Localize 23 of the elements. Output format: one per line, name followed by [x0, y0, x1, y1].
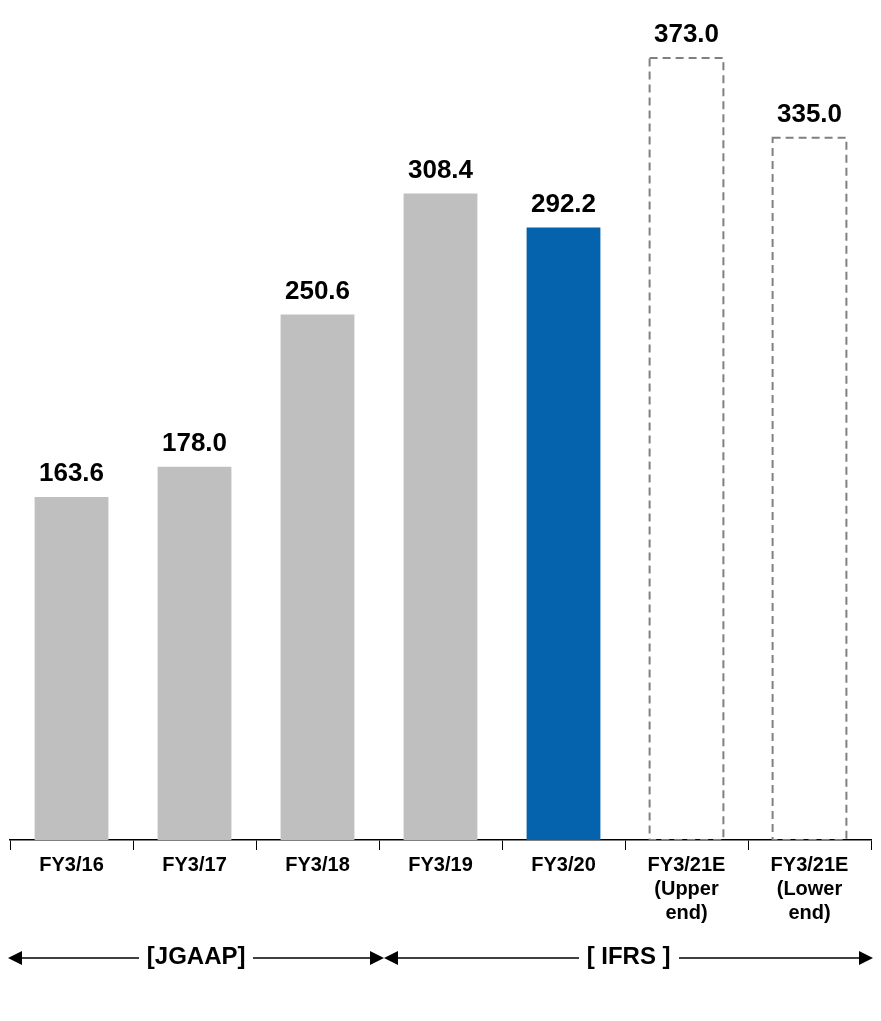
bar: [34, 497, 109, 840]
bar: [403, 193, 478, 840]
data-label: 163.6: [38, 457, 105, 488]
data-label: 335.0: [776, 97, 843, 128]
data-label: 250.6: [284, 274, 351, 305]
x-tick-label: FY3/21E (Lower end): [770, 852, 849, 923]
data-label: 178.0: [161, 426, 228, 457]
x-tick-label: FY3/19: [408, 852, 473, 875]
x-tick-label: FY3/20: [531, 852, 596, 875]
bar: [648, 57, 725, 841]
x-tick-label: FY3/18: [285, 852, 350, 875]
bar: [280, 314, 355, 840]
x-tick-label: FY3/21E (Upper end): [647, 852, 726, 923]
text: [JGAAP]: [138, 942, 254, 969]
data-label: 373.0: [653, 18, 720, 49]
bar: [526, 227, 601, 840]
bar: [157, 466, 232, 840]
bar: [771, 136, 848, 841]
data-label: 292.2: [530, 187, 597, 218]
data-label: 308.4: [407, 153, 474, 184]
text: [ IFRS ]: [578, 942, 679, 969]
x-tick-label: FY3/16: [39, 852, 104, 875]
x-tick-label: FY3/17: [162, 852, 227, 875]
